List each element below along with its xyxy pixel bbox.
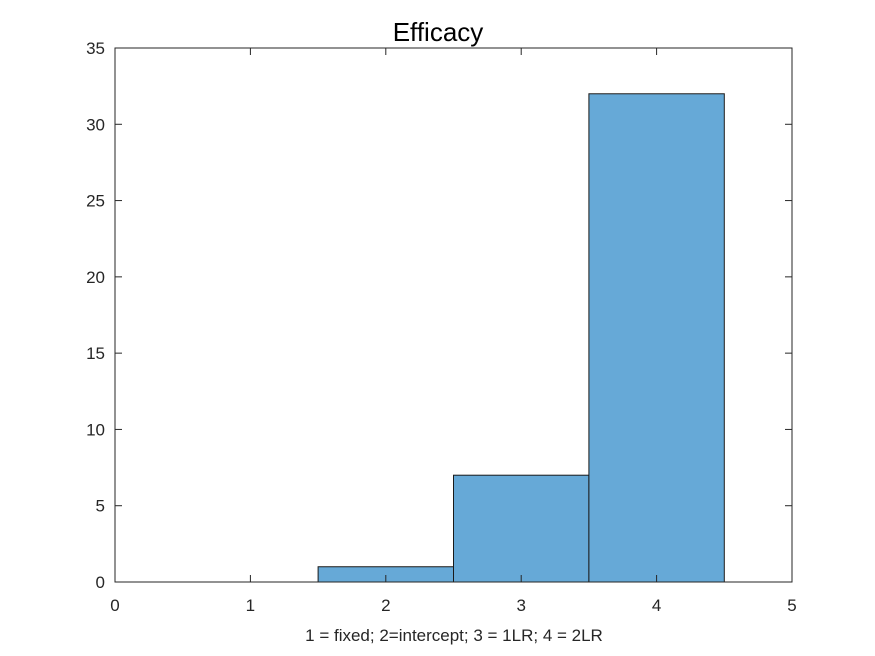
y-tick-label: 30 <box>86 115 105 134</box>
x-axis-label: 1 = fixed; 2=intercept; 3 = 1LR; 4 = 2LR <box>305 626 603 645</box>
x-tick-label: 4 <box>652 596 661 615</box>
bar-3 <box>453 474 590 583</box>
x-tick-label: 1 <box>246 596 255 615</box>
y-ticks-group: 0 5 10 15 20 25 30 35 <box>86 39 792 592</box>
x-tick-label: 3 <box>516 596 525 615</box>
chart-title: Efficacy <box>393 17 484 47</box>
y-tick-label: 20 <box>86 268 105 287</box>
bars-group <box>317 93 725 583</box>
y-tick-label: 15 <box>86 344 105 363</box>
bar-4 <box>588 93 725 583</box>
y-tick-label: 0 <box>96 573 105 592</box>
x-ticks-group: 0 1 2 3 4 5 <box>110 48 797 615</box>
axes-box <box>114 47 793 583</box>
y-tick-label: 35 <box>86 39 105 58</box>
x-tick-label: 2 <box>381 596 390 615</box>
y-tick-label: 25 <box>86 192 105 211</box>
y-tick-label: 10 <box>86 420 105 439</box>
y-tick-label: 5 <box>96 497 105 516</box>
x-tick-label: 0 <box>110 596 119 615</box>
x-tick-label: 5 <box>787 596 796 615</box>
